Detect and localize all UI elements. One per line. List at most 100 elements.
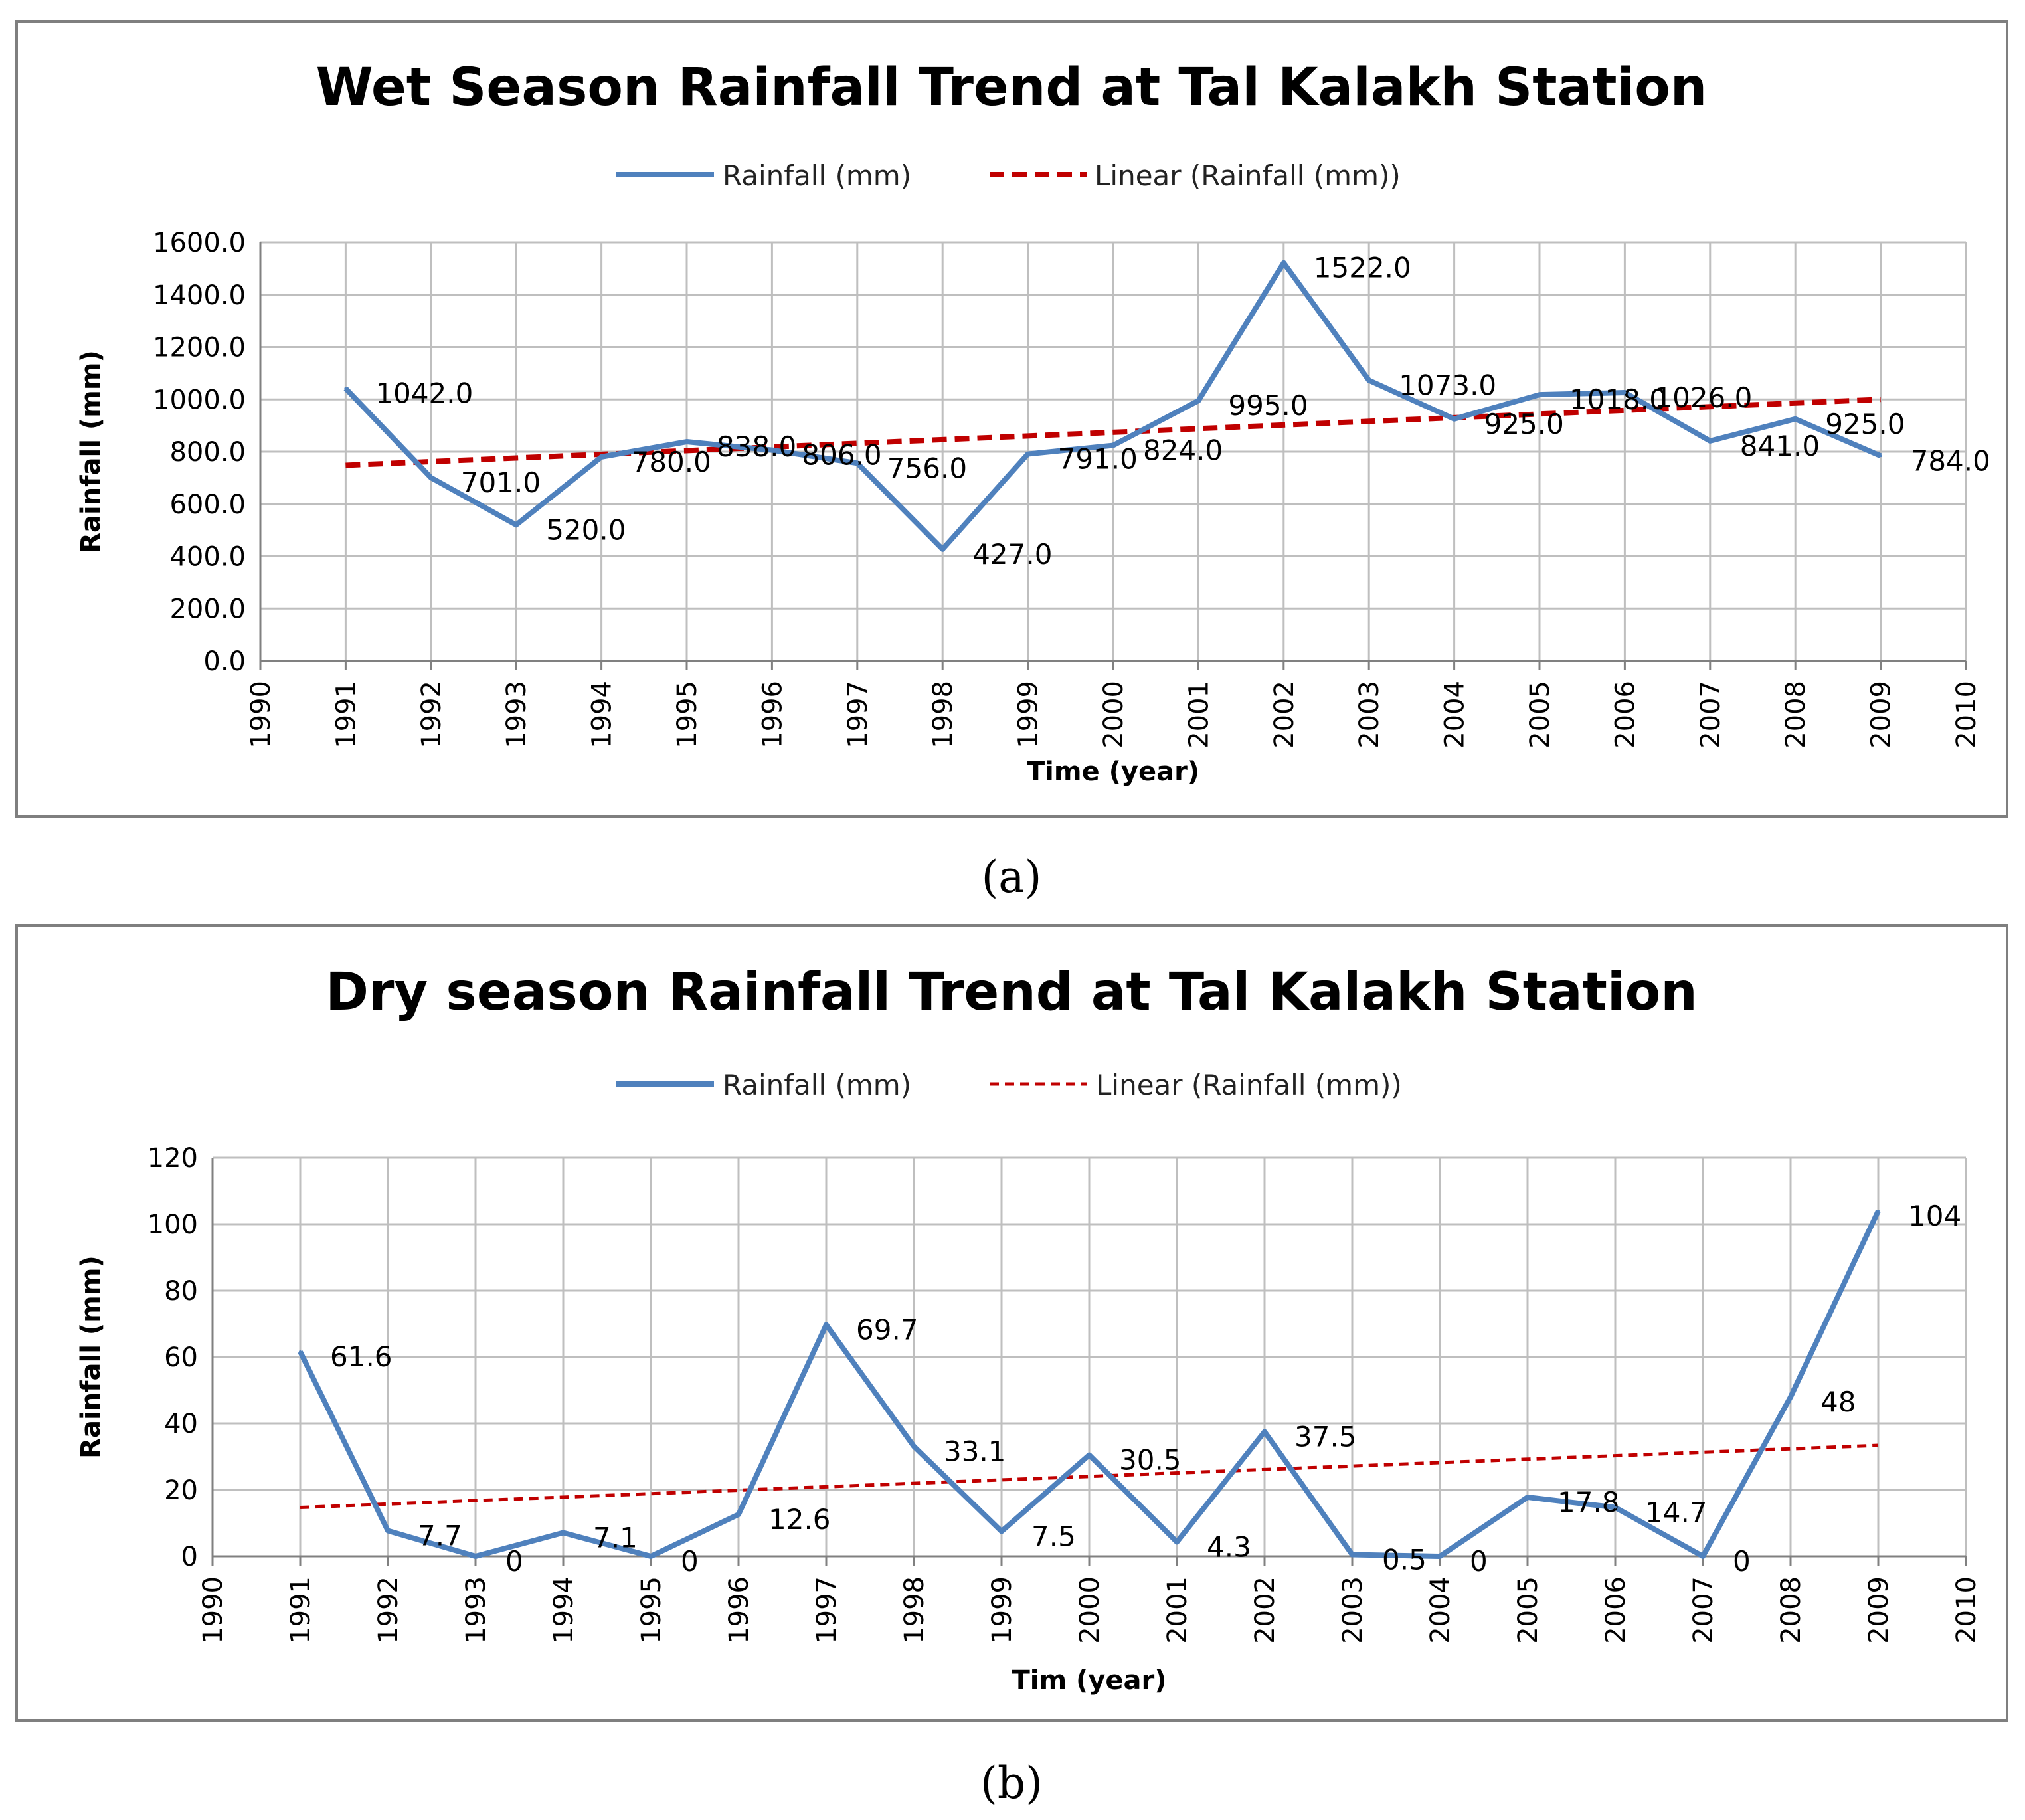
chart-b-x-tick-label: 1993 — [461, 1576, 491, 1644]
chart-b-data-label: 14.7 — [1645, 1497, 1708, 1529]
chart-b-data-label: 104 — [1908, 1200, 1961, 1232]
chart-a-data-label: 838.0 — [717, 430, 796, 463]
chart-b-data-point — [1526, 1496, 1529, 1499]
chart-b-data-label: 4.3 — [1207, 1531, 1251, 1564]
chart-a-data-point — [1708, 439, 1712, 442]
caption-b: (b) — [980, 1758, 1043, 1809]
chart-a-x-tick-label: 1996 — [757, 681, 788, 749]
chart-a-data-point — [941, 547, 944, 551]
chart-a-data-label: 791.0 — [1058, 443, 1138, 476]
chart-a-data-label: 701.0 — [461, 466, 541, 499]
chart-b-x-tick-label: 2003 — [1338, 1576, 1368, 1644]
chart-b-x-tick-label: 1992 — [373, 1576, 404, 1644]
chart-a-data-point — [600, 455, 603, 458]
chart-b-x-tick-label: 2009 — [1864, 1576, 1894, 1644]
chart-a-data-label: 780.0 — [632, 446, 711, 478]
chart-a-data-label: 1042.0 — [375, 377, 473, 410]
chart-b-data-point — [387, 1529, 389, 1532]
chart-a-x-tick-label: 1999 — [1013, 681, 1044, 749]
chart-a-data-label: 995.0 — [1228, 389, 1308, 422]
chart-b-x-tick-label: 2010 — [1951, 1576, 1982, 1644]
chart-b-y-tick-label: 120 — [147, 1143, 198, 1174]
chart-b-x-tick-label: 1990 — [198, 1576, 228, 1644]
legend-b-rainfall-label: Rainfall (mm) — [723, 1069, 911, 1101]
chart-a-x-tick-label: 1994 — [587, 681, 618, 749]
chart-b-data-point — [1614, 1506, 1617, 1509]
chart-b-data-label: 0.5 — [1382, 1544, 1427, 1576]
chart-a-data-label: 925.0 — [1484, 408, 1564, 440]
chart-b-x-tick-label: 1996 — [724, 1576, 754, 1644]
legend-a-rainfall-label: Rainfall (mm) — [723, 159, 911, 192]
chart-panel-b: Dry season Rainfall Trend at Tal Kalakh … — [15, 924, 2008, 1722]
chart-b-x-tick-label: 1994 — [549, 1576, 579, 1644]
chart-b-data-point — [913, 1445, 915, 1448]
chart-a-data-point — [344, 387, 347, 390]
chart-b-x-tick-label: 2005 — [1513, 1576, 1543, 1644]
chart-b-data-label: 7.5 — [1031, 1520, 1076, 1553]
chart-b-x-tick-label: 1999 — [987, 1576, 1017, 1644]
chart-a-data-label: 1522.0 — [1314, 252, 1411, 284]
chart-a-y-tick-label: 400.0 — [169, 542, 246, 573]
chart-b-data-point — [1351, 1553, 1354, 1556]
chart-a-x-tick-label: 2010 — [1951, 681, 1982, 749]
chart-b-data-label: 61.6 — [330, 1340, 393, 1373]
chart-b-y-axis-title: Rainfall (mm) — [76, 1255, 106, 1459]
chart-a-data-point — [855, 462, 859, 465]
chart-a-data-point — [1623, 391, 1627, 395]
chart-a-data-label: 427.0 — [972, 538, 1052, 571]
chart-b-data-label: 33.1 — [944, 1435, 1006, 1468]
legend-b-linear-label: Linear (Rainfall (mm)) — [1096, 1069, 1402, 1101]
chart-b-y-tick-label: 40 — [164, 1409, 198, 1439]
chart-a-data-label: 520.0 — [546, 513, 626, 546]
chart-b-y-tick-label: 0 — [181, 1542, 198, 1572]
chart-b-data-point — [1439, 1555, 1441, 1558]
chart-b-x-tick-label: 2008 — [1776, 1576, 1806, 1644]
chart-b-data-point — [1877, 1210, 1880, 1212]
chart-a-x-tick-label: 1997 — [843, 681, 873, 749]
chart-b-x-tick-label: 2001 — [1162, 1576, 1193, 1644]
chart-b-data-point — [562, 1531, 565, 1534]
chart-a-y-tick-label: 200.0 — [169, 594, 246, 624]
chart-a-legend: Rainfall (mm) Linear (Rainfall (mm)) — [616, 159, 1401, 192]
chart-a-x-tick-label: 2002 — [1269, 681, 1300, 749]
chart-a-data-point — [1367, 379, 1371, 382]
chart-b-x-tick-label: 1995 — [636, 1576, 667, 1644]
chart-b-data-label: 0 — [505, 1545, 523, 1578]
chart-a-x-tick-label: 2005 — [1525, 681, 1555, 749]
chart-b-data-label: 12.6 — [768, 1503, 831, 1536]
chart-b-y-tick-label: 60 — [164, 1342, 198, 1373]
chart-a-data-point — [429, 476, 432, 479]
chart-a-y-tick-label: 800.0 — [169, 437, 246, 468]
chart-a-data-point — [1453, 417, 1456, 420]
chart-b-y-tick-label: 80 — [164, 1276, 198, 1307]
chart-a-data-point — [1026, 452, 1029, 456]
chart-a-y-tick-label: 1000.0 — [153, 385, 246, 415]
chart-b-x-axis-title: Tim (year) — [1012, 1665, 1166, 1696]
chart-b-data-point — [737, 1513, 740, 1516]
chart-b-data-point — [1702, 1555, 1704, 1558]
chart-a-x-tick-label: 2006 — [1610, 681, 1640, 749]
chart-b-data-label: 30.5 — [1119, 1444, 1182, 1477]
chart-a-x-tick-label: 2004 — [1440, 681, 1470, 749]
chart-b-data-point — [1088, 1453, 1091, 1457]
chart-a-data-point — [1538, 393, 1541, 397]
chart-a-x-tick-label: 1995 — [672, 681, 703, 749]
chart-b-data-label: 37.5 — [1294, 1421, 1357, 1453]
chart-b-plot-area: 0 20 40 60 80 100 120 1990 1991 1992 1993 1994 1995 1… — [76, 1143, 1982, 1696]
chart-a-data-label: 1026.0 — [1654, 381, 1752, 414]
chart-b-x-tick-label: 2000 — [1075, 1576, 1105, 1644]
chart-b-data-point — [1176, 1540, 1178, 1544]
legend-a-linear-label: Linear (Rainfall (mm)) — [1095, 159, 1401, 192]
chart-b-x-tick-label: 1991 — [286, 1576, 316, 1644]
chart-a-plot-area: 0.0 200.0 400.0 600.0 800.0 1000.0 1200.0 1400.… — [76, 228, 1990, 787]
chart-b-data-point — [1263, 1430, 1266, 1433]
chart-a-data-point — [1112, 444, 1114, 447]
chart-a-data-label: 806.0 — [802, 439, 881, 472]
chart-b-x-tick-label: 1998 — [899, 1576, 930, 1644]
chart-a-data-point — [1282, 261, 1285, 264]
chart-b-y-tick-label: 100 — [147, 1210, 198, 1240]
chart-b-data-point — [650, 1555, 652, 1558]
chart-a-x-axis-title: Time (year) — [1027, 757, 1199, 787]
chart-b-x-tick-label: 1997 — [812, 1576, 842, 1644]
chart-a-data-point — [770, 448, 774, 452]
